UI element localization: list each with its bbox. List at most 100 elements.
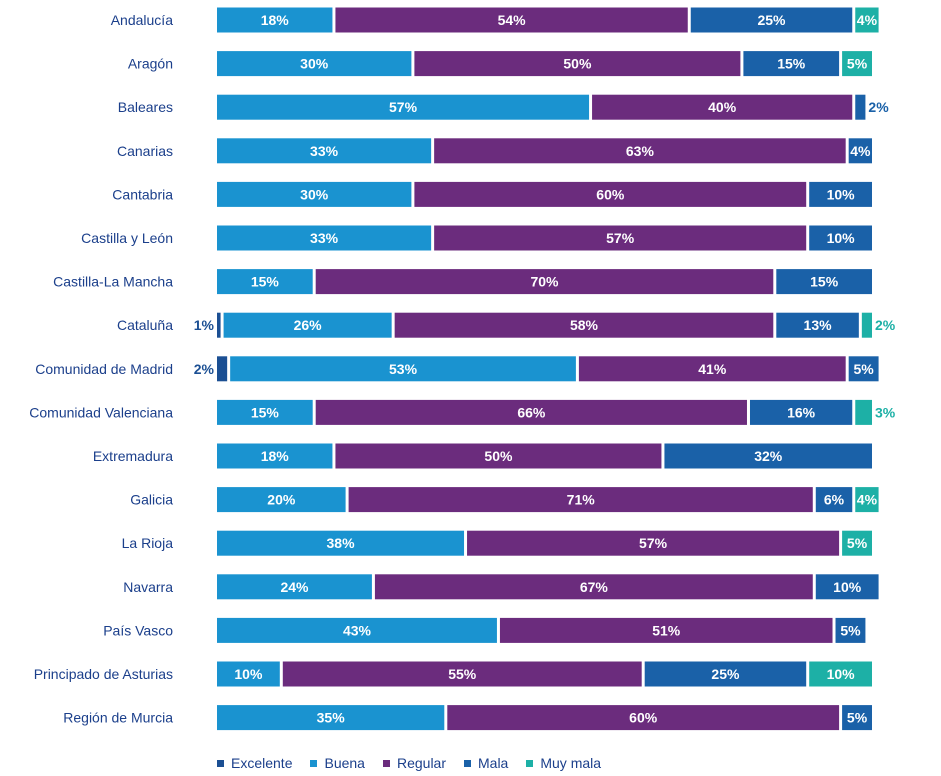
- bar-segment-baleares: [217, 94, 590, 120]
- data-label: 4%: [850, 143, 871, 159]
- bar-segment-castilla-y-leon: [809, 225, 872, 251]
- legend-swatch: [217, 759, 224, 767]
- bar-segment-canarias: [434, 138, 846, 164]
- legend-item-buena: Buena: [310, 755, 365, 771]
- bar-segment-cataluna: [217, 312, 221, 338]
- data-label: 67%: [580, 579, 609, 595]
- data-label: 13%: [804, 317, 833, 333]
- data-label: 43%: [343, 622, 372, 638]
- data-label: 51%: [652, 622, 681, 638]
- data-label: 70%: [530, 274, 559, 290]
- data-label: 5%: [854, 361, 875, 377]
- data-label: 40%: [708, 99, 737, 115]
- bar-segment-andalucia: [335, 7, 688, 33]
- bar-segment-principado-de-asturias: [809, 661, 872, 687]
- legend-label: Excelente: [231, 755, 293, 771]
- bar-segment-pais-vasco: [217, 617, 497, 643]
- data-label: 24%: [280, 579, 309, 595]
- bar-segment-castilla-y-leon: [434, 225, 807, 251]
- data-label: 10%: [827, 186, 856, 202]
- bar-segment-extremadura: [335, 443, 662, 469]
- bar-segment-extremadura: [217, 443, 333, 469]
- data-label: 25%: [757, 12, 786, 28]
- legend-label: Buena: [324, 755, 365, 771]
- legend-label: Mala: [478, 755, 509, 771]
- data-label: 41%: [698, 361, 727, 377]
- data-label: 71%: [567, 492, 596, 508]
- bar-segment-comunidad-de-madrid: [578, 356, 846, 382]
- bar-segment-principado-de-asturias: [282, 661, 642, 687]
- data-label: 53%: [389, 361, 418, 377]
- data-label: 15%: [777, 56, 806, 72]
- data-label: 1%: [194, 317, 215, 333]
- bar-segment-cataluna: [861, 312, 872, 338]
- data-label: 57%: [606, 230, 635, 246]
- data-label: 2%: [194, 361, 215, 377]
- bar-segment-comunidad-de-madrid: [230, 356, 576, 382]
- data-label: 54%: [498, 12, 527, 28]
- bar-segment-castilla-la-mancha: [315, 269, 774, 295]
- category-label-comunidad-valenciana: Comunidad Valenciana: [29, 404, 173, 420]
- data-label: 16%: [787, 404, 816, 420]
- bar-segment-comunidad-valenciana: [315, 399, 747, 425]
- legend-swatch: [526, 759, 534, 767]
- bar-segment-castilla-la-mancha: [776, 269, 872, 295]
- data-label: 33%: [310, 230, 339, 246]
- data-label: 32%: [754, 448, 783, 464]
- data-label: 5%: [847, 535, 868, 551]
- stacked-bar-chart: Andalucía 18% 54% 25% 4% Aragón 30% 50% 15% 5% Bal…: [29, 7, 896, 731]
- category-label-cantabria: Cantabria: [112, 186, 173, 202]
- data-label: 20%: [267, 492, 296, 508]
- data-label: 2%: [875, 317, 896, 333]
- category-label-principado-de-asturias: Principado de Asturias: [34, 666, 173, 682]
- category-label-comunidad-de-madrid: Comunidad de Madrid: [35, 361, 173, 377]
- bar-segment-aragon: [842, 51, 872, 77]
- bar-segment-pais-vasco: [835, 617, 866, 643]
- bar-segment-aragon: [743, 51, 840, 77]
- bar-segment-andalucia: [690, 7, 853, 33]
- bar-segment-comunidad-valenciana: [855, 399, 872, 425]
- bar-segment-andalucia: [855, 7, 879, 33]
- data-label: 5%: [847, 56, 868, 72]
- category-label-baleares: Baleares: [118, 99, 173, 115]
- legend-item-excelente: Excelente: [217, 755, 292, 771]
- bar-segment-baleares: [592, 94, 853, 120]
- data-label: 5%: [840, 622, 861, 638]
- data-label: 18%: [261, 12, 290, 28]
- category-label-castilla-la-mancha: Castilla-La Mancha: [53, 274, 173, 290]
- bar-segment-comunidad-valenciana: [217, 399, 313, 425]
- bar-segment-region-de-murcia: [447, 705, 840, 731]
- category-label-andalucia: Andalucía: [111, 12, 173, 28]
- category-label-pais-vasco: País Vasco: [103, 622, 173, 638]
- bar-segment-region-de-murcia: [217, 705, 445, 731]
- data-label: 3%: [875, 404, 896, 420]
- bar-segment-aragon: [414, 51, 741, 77]
- data-label: 4%: [857, 12, 878, 28]
- bar-segment-aragon: [217, 51, 412, 77]
- bar-segment-principado-de-asturias: [644, 661, 807, 687]
- data-label: 10%: [827, 666, 856, 682]
- bar-segment-canarias: [217, 138, 432, 164]
- category-label-la-rioja: La Rioja: [122, 535, 174, 551]
- legend-swatch: [310, 759, 318, 767]
- category-label-navarra: Navarra: [123, 579, 173, 595]
- bar-segment-galicia: [217, 487, 346, 513]
- category-label-region-de-murcia: Región de Murcia: [63, 710, 173, 726]
- category-label-cataluna: Cataluña: [117, 317, 173, 333]
- bar-segment-navarra: [217, 574, 372, 600]
- data-label: 50%: [563, 56, 592, 72]
- category-label-extremadura: Extremadura: [93, 448, 173, 464]
- data-label: 25%: [711, 666, 740, 682]
- data-label: 58%: [570, 317, 599, 333]
- legend-item-regular: Regular: [382, 755, 446, 771]
- bar-segment-castilla-y-leon: [217, 225, 432, 251]
- bar-segment-galicia: [348, 487, 813, 513]
- bar-segment-extremadura: [664, 443, 872, 469]
- data-label: 50%: [484, 448, 513, 464]
- legend-label: Muy mala: [540, 755, 602, 771]
- data-label: 2%: [868, 99, 889, 115]
- bar-segment-navarra: [815, 574, 879, 600]
- data-label: 66%: [517, 404, 546, 420]
- category-label-galicia: Galicia: [130, 492, 173, 508]
- legend-swatch: [464, 759, 471, 767]
